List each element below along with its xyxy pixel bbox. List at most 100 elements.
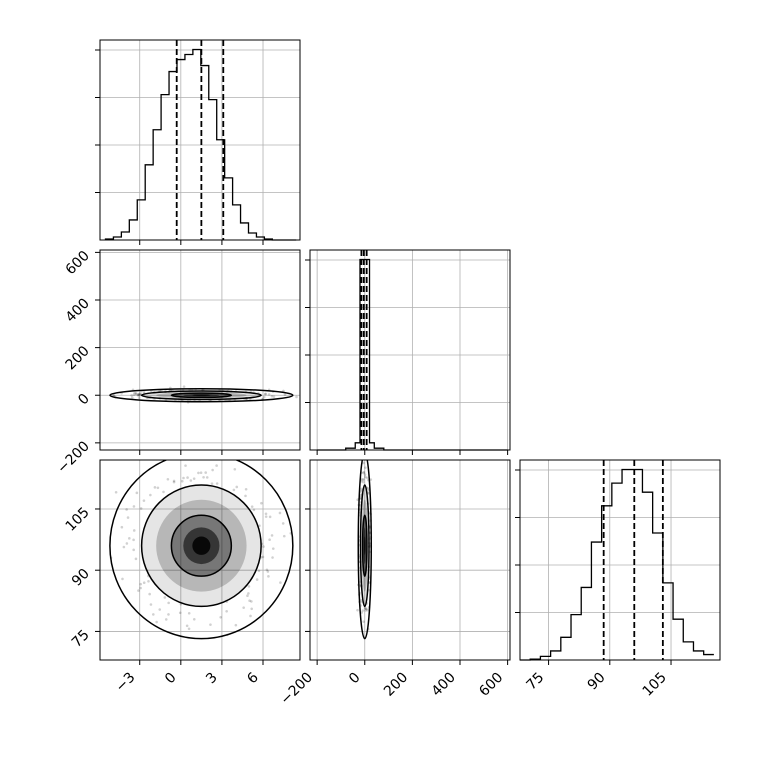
pair-p0-p2-point [202, 476, 205, 479]
pair-p0-p2-point [199, 471, 203, 475]
pair-p0-p2-point [247, 592, 250, 595]
pair-p0-p2-xtick-label-2: 3 [203, 670, 221, 688]
pair-p0-p2-point [204, 471, 208, 474]
pair-p0-p2-point [156, 486, 160, 490]
pair-p0-p1-point [295, 395, 298, 399]
pair-p0-p2-contour-0 [170, 514, 233, 577]
pair-p0-p2-point [185, 624, 189, 628]
pair-p0-p1-contour-2 [109, 387, 294, 403]
pair-p0-p1-point [133, 391, 136, 395]
pair-p0-p2-point [182, 476, 185, 480]
pair-p0-p2-point [189, 479, 193, 482]
hist-p2-xtick-label-2: 105 [640, 670, 670, 700]
pair-p0-p2-point [282, 534, 286, 538]
pair-p1-p2-point [363, 473, 367, 476]
pair-p0-p2-point [125, 508, 128, 511]
pair-p0-p2-point [121, 577, 124, 581]
pair-p0-p2-point [215, 464, 218, 467]
pair-p0-p2-point [264, 515, 268, 518]
pair-p0-p1-point [263, 392, 267, 396]
pair-p0-p2-point [192, 618, 196, 621]
hist-p0-frame [99, 39, 301, 241]
pair-p1-p2-point [362, 470, 366, 474]
hist-p0-steps [104, 48, 297, 241]
pair-p0-p1-point [137, 393, 140, 396]
pair-p0-p2-point [152, 613, 155, 616]
pair-p1-p2-point [367, 492, 370, 495]
pair-p0-p2-point [163, 596, 167, 599]
pair-p0-p1-point [130, 396, 134, 399]
pair-p1-p2-point [364, 466, 367, 469]
pair-p0-p2-point [232, 488, 236, 492]
pair-p0-p2-point [249, 614, 252, 618]
pair-p1-p2-content [356, 460, 373, 640]
pair-p0-p2-xtick-label-3: 6 [244, 669, 262, 687]
pair-p0-p2-point [158, 608, 162, 611]
pair-p0-p2-point [164, 618, 168, 621]
pair-p0-p2-point [172, 479, 176, 483]
pair-p0-p1-point [112, 394, 115, 398]
pair-p0-p2-point [248, 599, 251, 602]
pair-p0-p1-point [267, 393, 271, 396]
pair-p1-p2-point [361, 478, 364, 481]
pair-p0-p2-point [279, 581, 282, 584]
pair-p1-p2-point [361, 480, 365, 484]
pair-p1-p2-point [362, 461, 365, 465]
pair-p0-p2-point [250, 600, 253, 603]
pair-p0-p2-point [186, 476, 189, 479]
pair-p0-p2-point [252, 508, 256, 512]
pair-p0-p2-point [278, 511, 282, 515]
pair-p0-p2-point [147, 579, 150, 583]
pair-p1-p2-xtick-label-3: 400 [429, 670, 459, 700]
pair-p0-p2-point [264, 512, 268, 516]
pair-p0-p2-point [250, 607, 253, 611]
pair-p0-p2-point [211, 468, 214, 472]
pair-p0-p2-ytick-label-0: 75 [69, 627, 93, 651]
pair-p1-p2-xtick-label-0: −200 [277, 670, 316, 709]
hist-p1-frame [309, 249, 511, 451]
pair-p0-p1-point [137, 394, 140, 397]
pair-p0-p2-point [271, 556, 274, 559]
pair-p0-p2-point [162, 455, 165, 458]
pair-p0-p1-point [95, 396, 98, 399]
pair-p0-p2-ytick-label-2: 105 [63, 504, 93, 534]
pair-p1-p2-point [356, 608, 359, 612]
pair-p1-p2-density-4 [364, 536, 366, 555]
pair-p0-p2-point [205, 476, 209, 479]
pair-p0-p2-point [137, 589, 140, 592]
pair-p0-p2-point [128, 537, 131, 540]
pair-p0-p1-ytick-label-0: −200 [54, 438, 93, 477]
pair-p0-p2-point [234, 623, 238, 627]
pair-p1-p2-point [362, 620, 365, 623]
pair-p0-p1-density-4 [192, 394, 211, 396]
pair-p1-p2-xtick-label-4: 600 [476, 670, 506, 700]
pair-p1-p2-contour-1 [359, 484, 370, 608]
pair-p0-p2-contour-1 [140, 484, 262, 608]
pair-p0-p2-point [268, 515, 272, 519]
hist-panel-p1 [305, 249, 511, 455]
pair-p0-p1-point [283, 393, 287, 396]
pair-p0-p1-ytick-label-2: 200 [63, 343, 93, 373]
pair-p0-p2-point [167, 601, 170, 605]
pair-p0-p1-point [138, 392, 142, 396]
pair-p0-p2-point [122, 545, 126, 549]
hist-p2-steps [520, 468, 714, 661]
hist-p2-frame [519, 459, 721, 661]
pair-p0-p2-point [268, 538, 271, 542]
pair-p0-p1-point [137, 396, 141, 400]
pair-p0-p1-point [130, 394, 133, 397]
pair-p0-p1-contour-0 [170, 392, 233, 399]
pair-p1-p2-panel: −200 0 200 400 600 [277, 459, 511, 709]
pair-p1-p2-point [364, 607, 368, 610]
pair-p1-p2-point [363, 606, 367, 610]
pair-p0-p2-point [180, 479, 184, 483]
pair-p1-p2-point [360, 487, 363, 491]
pair-p0-p2-point [155, 620, 158, 624]
pair-p1-p2-contour-2 [357, 460, 373, 640]
pair-p0-p1-point [264, 392, 267, 396]
pair-p0-p2-point [260, 501, 263, 505]
pair-p0-p2-point [246, 594, 249, 598]
pair-p0-p2-point [172, 480, 176, 484]
pair-p0-p2-point [135, 491, 139, 495]
pair-p0-p2-point [149, 603, 153, 606]
